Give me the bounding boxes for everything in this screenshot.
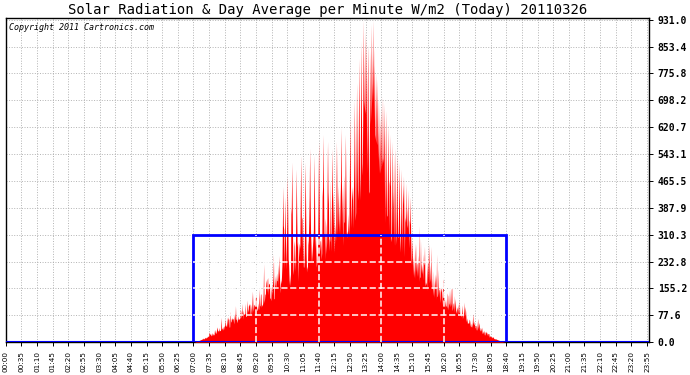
Title: Solar Radiation & Day Average per Minute W/m2 (Today) 20110326: Solar Radiation & Day Average per Minute… xyxy=(68,3,587,17)
Bar xyxy=(193,235,506,342)
Text: Copyright 2011 Cartronics.com: Copyright 2011 Cartronics.com xyxy=(9,23,154,32)
